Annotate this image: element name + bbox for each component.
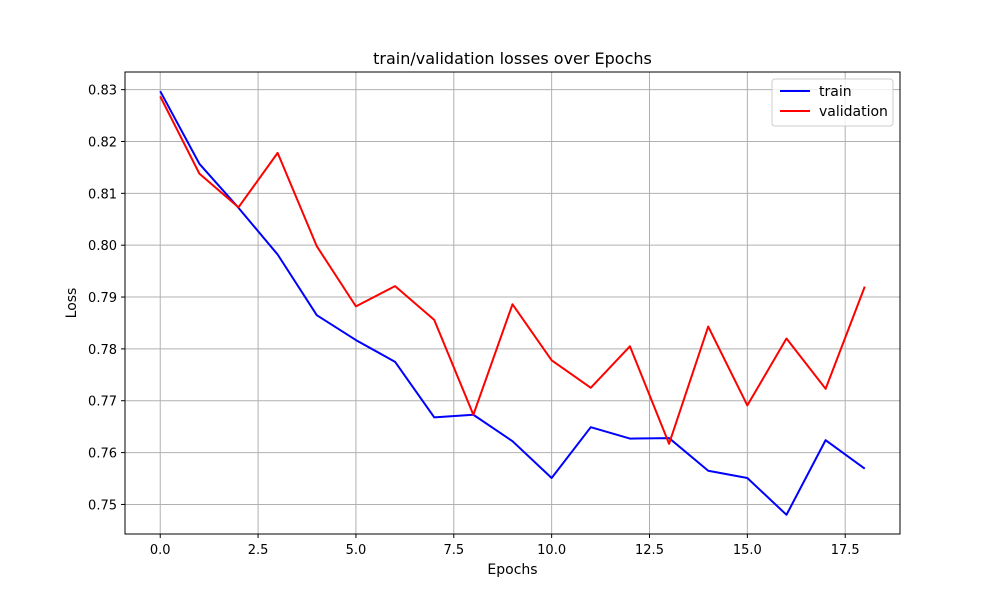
x-tick-label: 15.0 [733,543,762,558]
plot-area [124,71,901,535]
y-tick-label: 0.82 [88,135,117,150]
series-line-train [159,90,866,516]
x-tick-label: 0.0 [150,543,171,558]
y-tick-label: 0.78 [88,343,117,358]
x-tick-label: 12.5 [635,543,664,558]
x-tick-label: 17.5 [831,543,860,558]
y-axis: 0.75 0.76 0.77 0.78 0.79 0.80 0.81 0.82 0.83 [88,84,125,513]
x-tick-label: 2.5 [248,543,269,558]
y-axis-label: Loss [64,288,80,319]
x-tick-label: 7.5 [443,543,464,558]
y-tick-label: 0.79 [88,291,117,306]
y-tick-label: 0.77 [88,395,117,410]
x-tick-label: 5.0 [346,543,367,558]
x-axis-label: Epochs [487,562,537,578]
y-tick-label: 0.76 [88,447,117,462]
y-tick-label: 0.81 [88,187,117,202]
y-tick-label: 0.80 [88,239,117,254]
x-tick-label: 10.0 [537,543,566,558]
legend-label-validation: validation [819,104,888,120]
chart-title: train/validation losses over Epochs [373,49,652,68]
legend: train validation [771,78,894,127]
y-tick-label: 0.75 [88,498,117,513]
y-tick-label: 0.83 [88,84,117,99]
series-group [159,90,866,516]
series-line-validation [159,95,866,445]
grid [125,72,900,534]
legend-label-train: train [819,84,852,100]
x-axis: 0.0 2.5 5.0 7.5 10.0 12.5 15.0 17.5 [150,534,860,558]
